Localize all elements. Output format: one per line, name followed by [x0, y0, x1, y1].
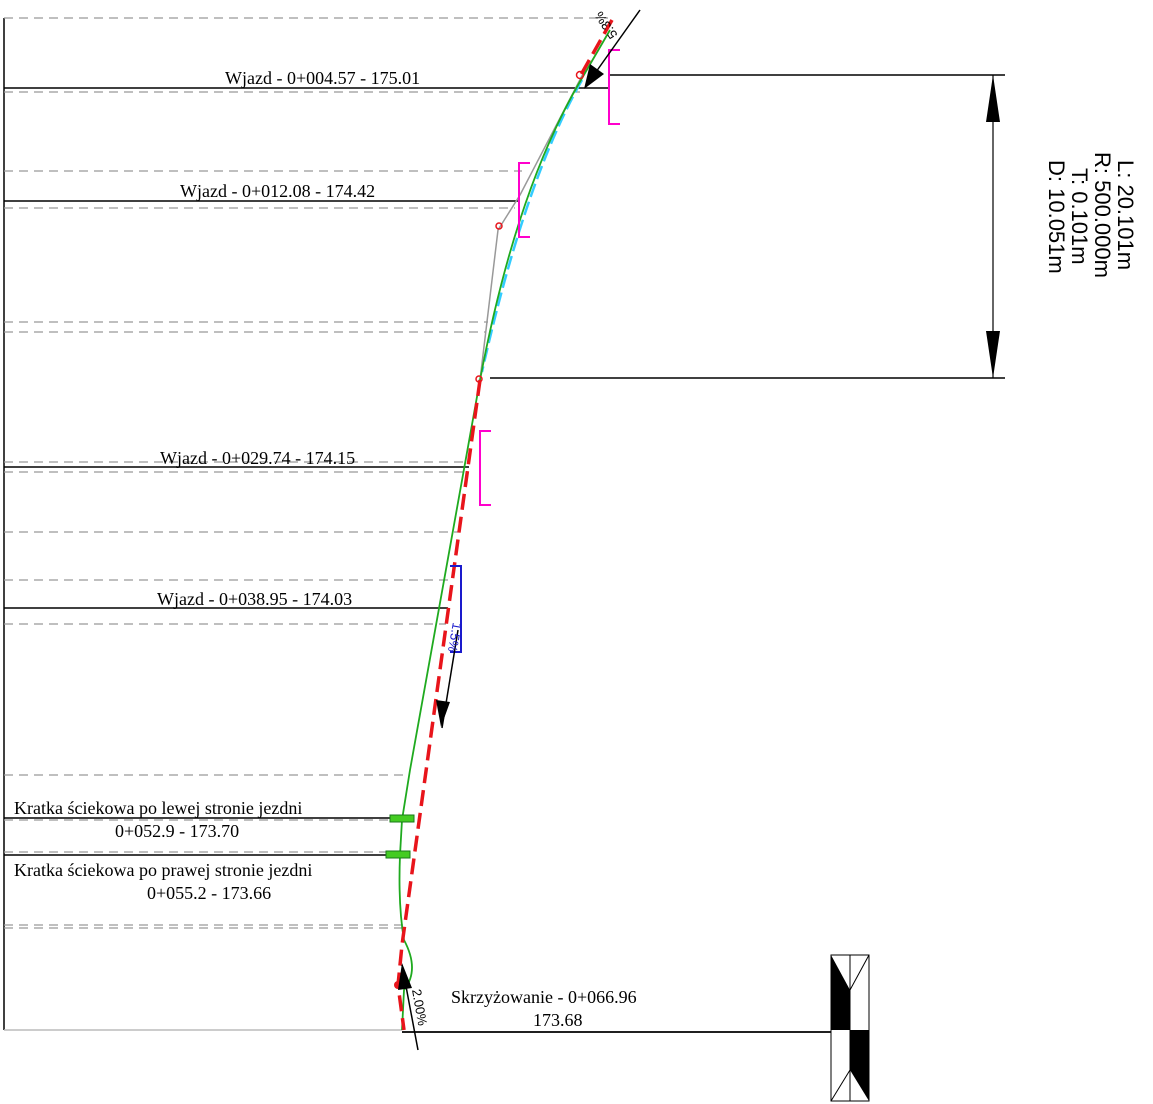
grating-left-name: Kratka ściekowa po lewej stronie jezdni: [14, 798, 302, 818]
break-point-marker: [475, 375, 483, 383]
road-axis-line: [396, 379, 482, 1031]
station-label: Wjazd - 0+004.57 - 175.01: [225, 68, 420, 88]
grating-right-station: 0+055.2 - 173.66: [147, 883, 271, 903]
junction-name: Skrzyżowanie - 0+066.96: [451, 987, 637, 1007]
dimension-arrow-up-icon: [986, 75, 1000, 122]
entrance-bracket: [518, 162, 530, 238]
junction-black-fill: [831, 955, 850, 1030]
dashed-guides: [4, 17, 608, 929]
slope-arrow-icon: [436, 700, 450, 727]
road-edge-line: [398, 29, 611, 1031]
slope-label-top: 5.3%: [591, 8, 620, 41]
slope-label-middle: 1.5%: [445, 621, 465, 653]
slope-arrow-icon: [398, 963, 412, 990]
slope-arrow-icon: [584, 64, 604, 89]
station-label: Wjazd - 0+012.08 - 174.42: [180, 181, 375, 201]
curve-length: L: 20.101m: [1113, 160, 1138, 270]
junction-edge: [849, 954, 870, 991]
grating-right-name: Kratka ściekowa po prawej stronie jezdni: [14, 860, 312, 880]
station-lines: [4, 87, 610, 856]
junction-black-fill: [850, 1030, 869, 1101]
entrance-bracket: [479, 430, 491, 506]
entrance-bracket-blue: [450, 565, 462, 653]
break-point-marker: [575, 70, 585, 80]
junction-level: 173.68: [533, 1010, 583, 1030]
dimension-arrow-down-icon: [986, 331, 1000, 378]
road-axis-top: [576, 19, 614, 81]
grating-left-station: 0+052.9 - 173.70: [115, 821, 239, 841]
break-point-marker: [495, 222, 503, 230]
junction-symbol: [830, 954, 870, 1102]
grating-right-marker: [385, 850, 411, 859]
entrance-bracket: [608, 49, 620, 125]
junction-edge: [830, 1069, 851, 1102]
slope-label-bottom: 2.00%: [409, 988, 430, 1027]
station-label: Wjazd - 0+038.95 - 174.03: [157, 589, 352, 609]
vertical-curve-line: [480, 79, 584, 373]
curve-tangent: T: 0.101m: [1067, 168, 1092, 265]
existing-profile-line: [479, 69, 586, 381]
curve-distance: D: 10.051m: [1044, 160, 1069, 274]
curve-radius: R: 500.000m: [1090, 152, 1115, 278]
station-label: Wjazd - 0+029.74 - 174.15: [160, 448, 355, 468]
grating-left-marker: [389, 814, 415, 823]
